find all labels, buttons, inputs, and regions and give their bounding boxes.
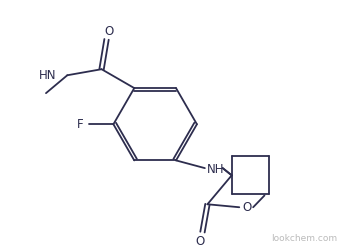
Text: NH: NH: [207, 163, 225, 176]
Text: O: O: [196, 235, 205, 248]
Text: O: O: [242, 201, 252, 214]
Text: O: O: [104, 25, 113, 38]
Text: F: F: [77, 118, 84, 131]
Text: HN: HN: [39, 69, 56, 82]
Text: lookchem.com: lookchem.com: [271, 234, 337, 243]
